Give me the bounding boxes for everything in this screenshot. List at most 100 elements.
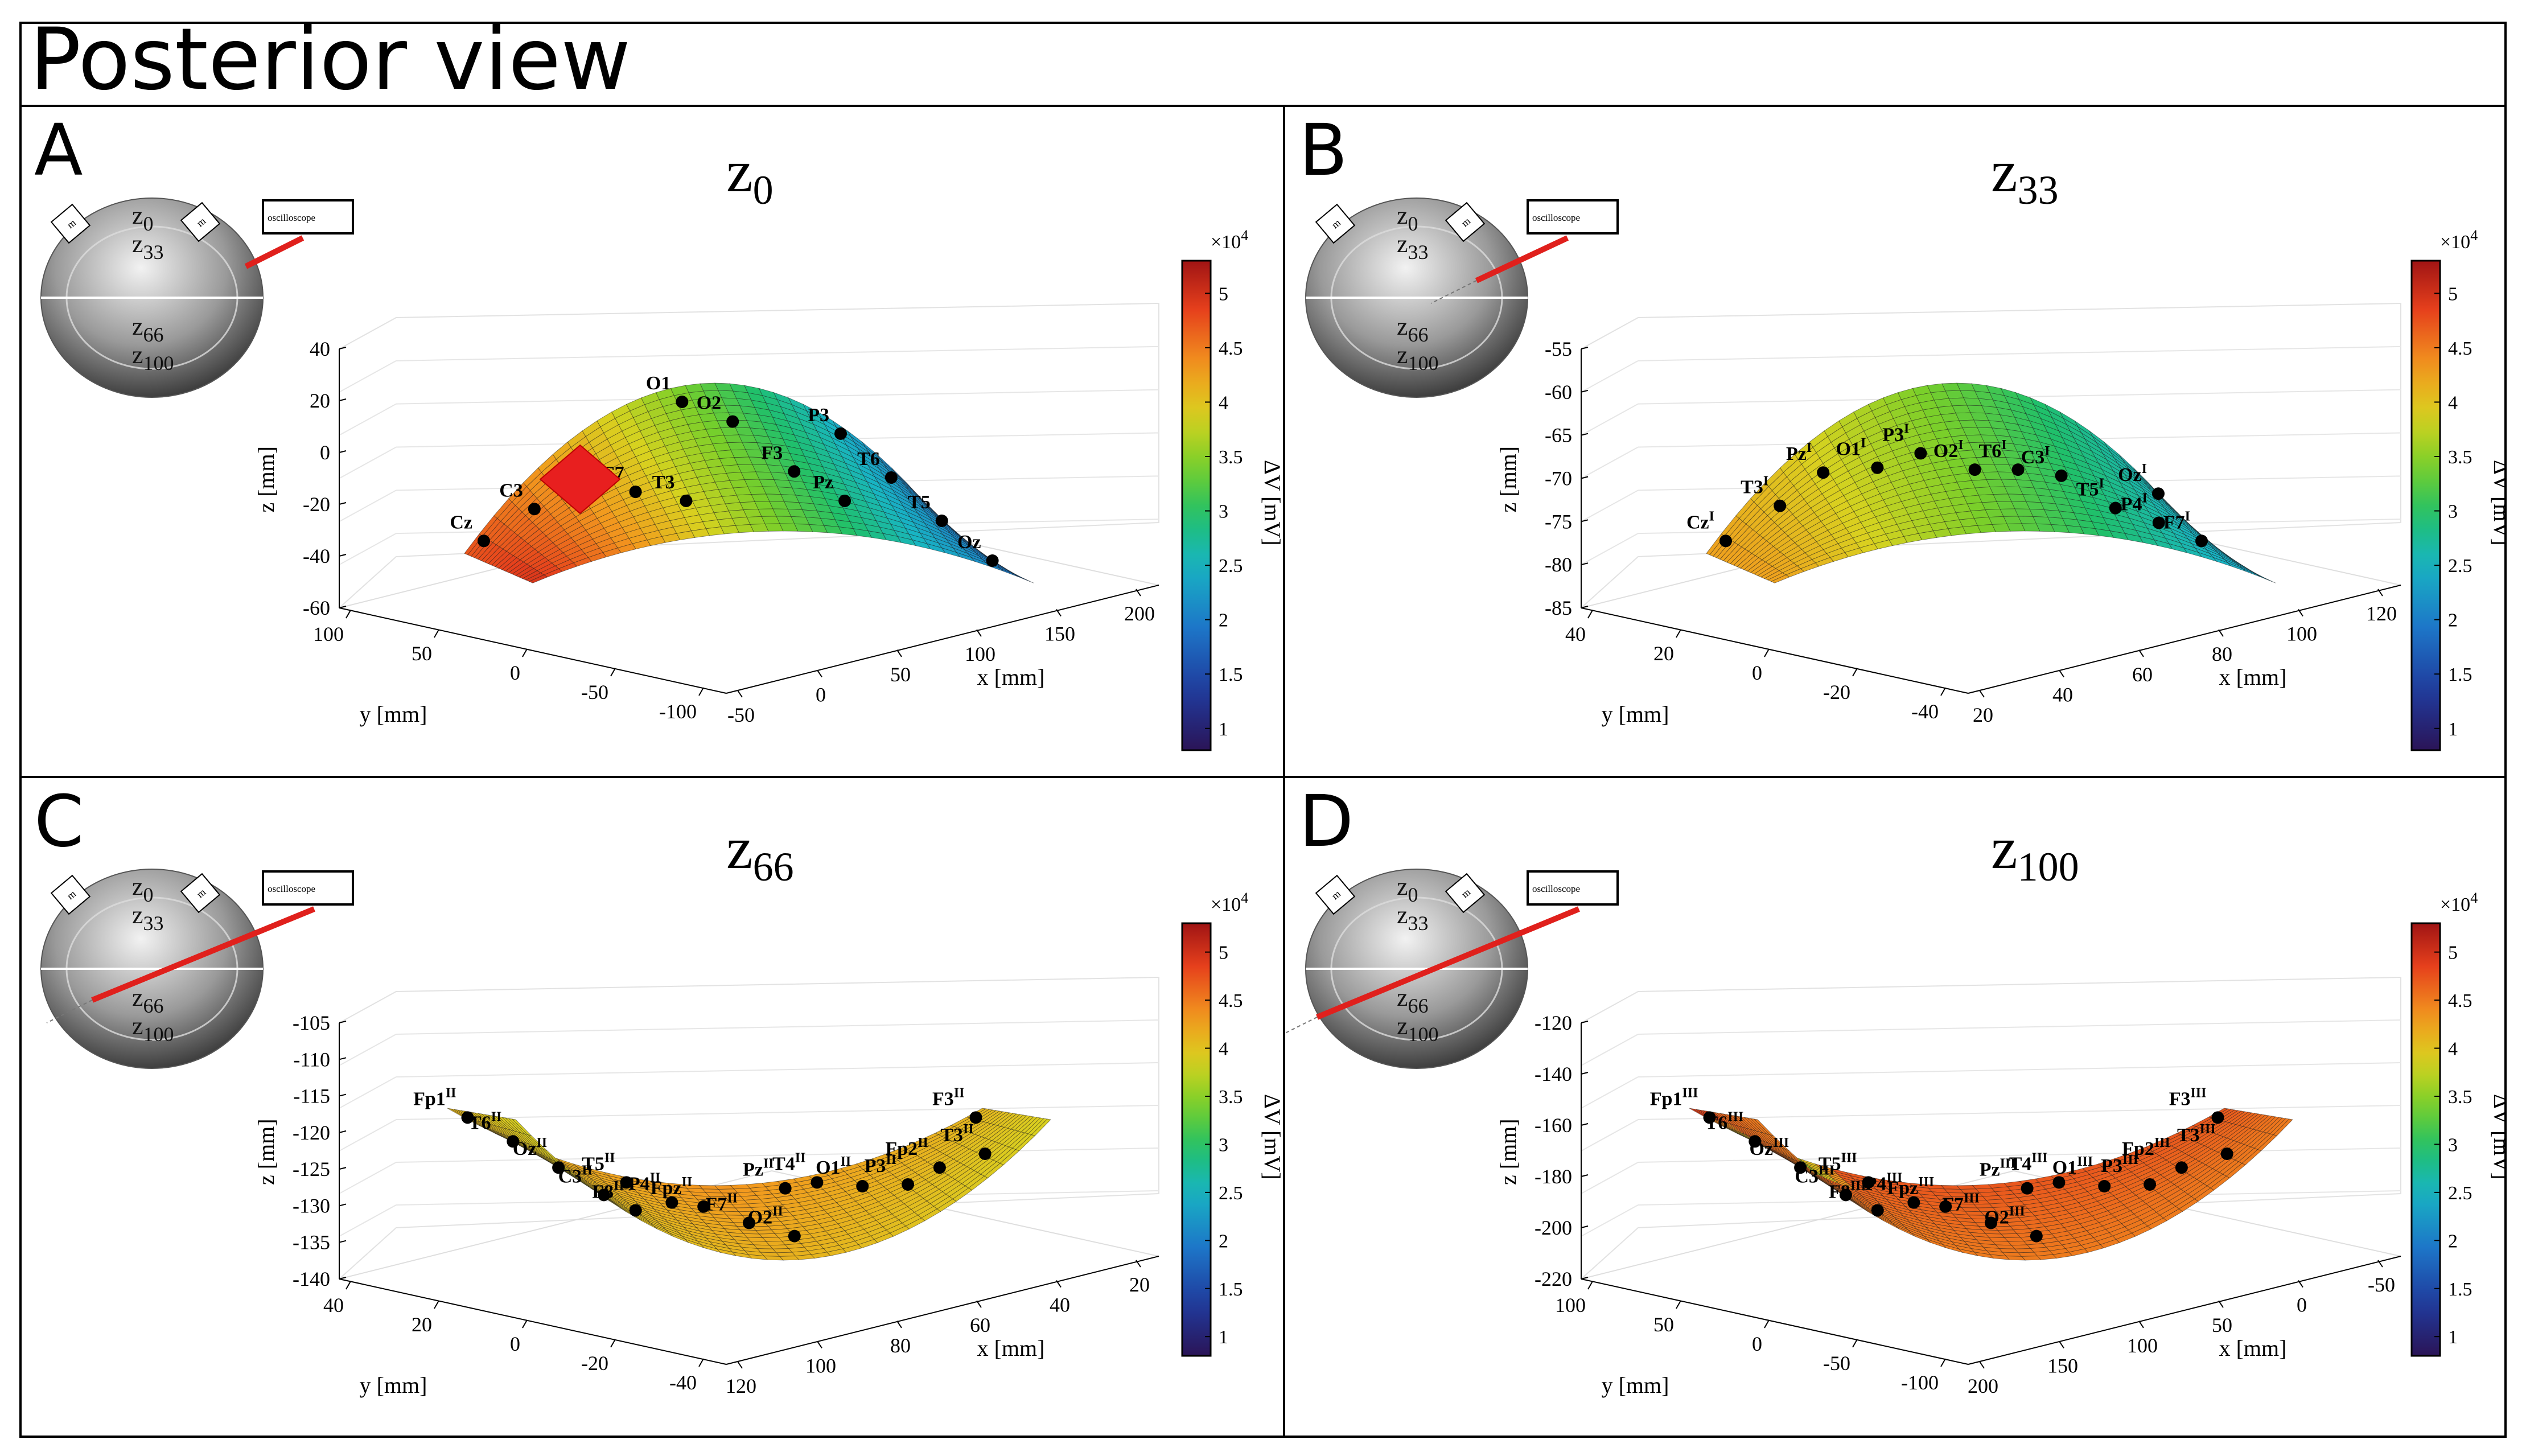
grid-line bbox=[339, 446, 397, 479]
grid-line bbox=[1638, 1105, 2401, 1120]
x-tick-label: 0 bbox=[816, 683, 826, 706]
colorbar-tick-label: 4 bbox=[2448, 392, 2458, 413]
colorbar-tick-label: 1.5 bbox=[2448, 664, 2472, 685]
x-tick-label: 50 bbox=[890, 663, 911, 686]
electrode-label: P4II bbox=[628, 1171, 660, 1195]
y-tick bbox=[522, 1319, 528, 1329]
electrode-label: T6 bbox=[857, 449, 880, 470]
y-tick-label: -100 bbox=[1901, 1371, 1939, 1394]
colorbar-tick-label: 5 bbox=[1219, 283, 1228, 305]
colorbar-title: ΔV [mV] bbox=[2489, 460, 2506, 546]
surface-patch bbox=[2242, 568, 2261, 578]
x-tick-label: 20 bbox=[1973, 704, 1993, 726]
y-tick bbox=[1587, 1281, 1593, 1290]
z-tick bbox=[339, 1021, 347, 1023]
z-tick bbox=[339, 347, 347, 349]
grid-line bbox=[396, 1105, 1159, 1120]
z-tick bbox=[1581, 1021, 1589, 1023]
electrode-label: T6I bbox=[1979, 438, 2007, 462]
z-tick bbox=[339, 1167, 347, 1170]
z-tick bbox=[339, 1093, 347, 1097]
x-tick bbox=[1979, 1361, 1985, 1369]
z-tick bbox=[339, 1057, 347, 1060]
grid-line bbox=[396, 1019, 1159, 1035]
electrode-label: C3I bbox=[2021, 444, 2050, 468]
stimulation-patch bbox=[539, 444, 621, 515]
electrode-label: O2I bbox=[1933, 438, 1964, 462]
z-tick-label: -55 bbox=[1545, 338, 1572, 360]
x-tick bbox=[737, 1361, 743, 1369]
electrode-label: OzI bbox=[2118, 462, 2147, 486]
x-tick-label: 40 bbox=[2052, 683, 2073, 706]
electrode-label: Fp2II bbox=[886, 1136, 928, 1159]
electrode-label: F3III bbox=[2169, 1085, 2207, 1109]
electrode-label: F8III bbox=[1829, 1178, 1866, 1202]
electrode-marker bbox=[2152, 516, 2165, 529]
level-label-66: z66 bbox=[132, 984, 164, 1017]
electrode-label: PzII bbox=[743, 1157, 774, 1181]
surface-patch bbox=[1015, 574, 1034, 583]
y-tick bbox=[1940, 1358, 1946, 1367]
x-tick-label: 120 bbox=[726, 1375, 756, 1397]
colorbar-exponent: ×104 bbox=[2440, 227, 2478, 253]
colorbar-tick-label: 3.5 bbox=[2448, 447, 2472, 468]
probe-line bbox=[1316, 906, 1580, 1020]
electrode-label: P3III bbox=[2101, 1153, 2138, 1177]
panel-title-base: z bbox=[726, 138, 753, 204]
y-tick-label: 0 bbox=[510, 661, 520, 684]
electrode-marker bbox=[834, 427, 847, 440]
z-axis-label: z [mm] bbox=[1495, 1118, 1521, 1185]
grid-line bbox=[1638, 1062, 2401, 1077]
level-label-100: z100 bbox=[1397, 341, 1439, 375]
electrode-marker bbox=[552, 1161, 565, 1174]
horizontal-divider bbox=[19, 776, 2507, 778]
electrode-label: FpzIII bbox=[1887, 1175, 1934, 1199]
electrodes: Fp1IIFpzIIFp2IIF8IIT4IIT6IIF7IIT3IIT5IIO… bbox=[413, 1085, 992, 1243]
y-axis-label: y [mm] bbox=[360, 701, 427, 727]
electrode-marker bbox=[2052, 1176, 2066, 1189]
grid-line bbox=[1581, 1162, 1639, 1194]
electrode-marker bbox=[1871, 1204, 1884, 1217]
colorbar-tick-label: 4.5 bbox=[2448, 338, 2472, 359]
colorbar-tick-label: 2 bbox=[1219, 1231, 1228, 1252]
electrode-marker bbox=[2220, 1147, 2233, 1161]
axes: -140 -135 -130 -125 -120 -115 -110 -105 z [mm] 40… bbox=[253, 976, 1159, 1398]
electrode-marker bbox=[969, 1111, 982, 1124]
electrode-label: Cz bbox=[450, 512, 472, 533]
y-tick-label: -40 bbox=[1911, 700, 1939, 723]
z-axis-label: z [mm] bbox=[253, 446, 279, 513]
x-tick-label: -50 bbox=[727, 704, 755, 726]
probe-line bbox=[1475, 235, 1569, 283]
level-label-66: z66 bbox=[1397, 312, 1429, 346]
z-tick bbox=[1581, 562, 1589, 566]
oscilloscope-label: oscilloscope bbox=[1532, 212, 1580, 223]
electrodes: CzI C3I PzI P4I P3I F7I T6I T3I T5I O1I OzI O2I bbox=[1686, 421, 2208, 548]
electrode-label: T5 bbox=[908, 492, 931, 513]
electrode-marker bbox=[1985, 1216, 1997, 1229]
electrode-marker bbox=[856, 1180, 869, 1193]
electrode-marker bbox=[697, 1200, 710, 1213]
x-tick-label: 200 bbox=[1124, 602, 1155, 625]
grid-line bbox=[1581, 360, 1639, 393]
surface-patch bbox=[1000, 568, 1019, 578]
electrode-label: Fp1II bbox=[413, 1085, 456, 1109]
sensor-marker: m bbox=[1445, 201, 1486, 242]
probe-line bbox=[244, 235, 305, 269]
colorbar-title: ΔV [mV] bbox=[1260, 460, 1282, 546]
z-axis-label: z [mm] bbox=[1495, 446, 1521, 513]
sensor-marker: m bbox=[1315, 203, 1356, 244]
z-tick-label: -120 bbox=[1534, 1011, 1572, 1034]
z-tick bbox=[1581, 1225, 1589, 1228]
chart-a: m mz0z33z66z100oscilloscope-60-40-2002040… bbox=[40, 198, 1282, 751]
x-tick-label: 60 bbox=[970, 1314, 990, 1336]
chart-c: m mz0z33z66z100oscilloscope-140-135-130-1… bbox=[40, 869, 1282, 1398]
colorbar-title: ΔV [mV] bbox=[1260, 1094, 1282, 1180]
grid-line bbox=[339, 1119, 397, 1151]
electrode-marker bbox=[478, 534, 490, 548]
electrode-label: T3III bbox=[2177, 1122, 2216, 1146]
electrode-label: F3 bbox=[761, 442, 783, 463]
x-tick-label: 20 bbox=[1129, 1273, 1150, 1296]
z-tick-label: -220 bbox=[1534, 1268, 1572, 1290]
electrode-label: T6III bbox=[1705, 1109, 1744, 1133]
electrode-marker bbox=[680, 494, 693, 507]
